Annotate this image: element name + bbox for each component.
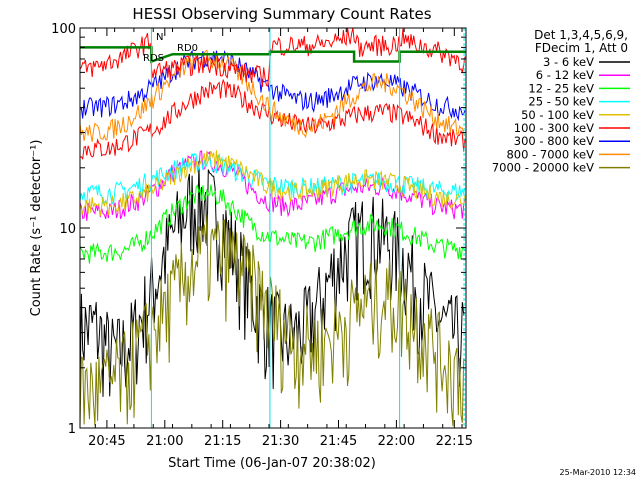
legend-label: 100 - 300 keV bbox=[514, 121, 594, 135]
series-line-7000-20000-kev bbox=[80, 214, 466, 427]
series-line-12-25-kev bbox=[80, 183, 466, 264]
x-axis-label: Start Time (06-Jan-07 20:38:02) bbox=[168, 456, 376, 471]
series-line-6-12-kev bbox=[80, 150, 466, 221]
footer-timestamp: 25-Mar-2010 12:34 bbox=[560, 468, 637, 477]
series-line-100-300-kev bbox=[80, 78, 466, 161]
annotation-n: N bbox=[156, 32, 163, 43]
y-tick-label: 100 bbox=[51, 22, 76, 37]
legend-label: 50 - 100 keV bbox=[521, 108, 594, 122]
legend-label: 6 - 12 keV bbox=[536, 68, 594, 82]
y-axis-label: Count Rate (s⁻¹ detector⁻¹) bbox=[29, 140, 44, 317]
series-line-50-100-kev bbox=[80, 150, 466, 217]
x-tick-label: 21:15 bbox=[204, 434, 241, 449]
x-tick-label: 21:30 bbox=[262, 434, 299, 449]
legend-label: 12 - 25 keV bbox=[528, 81, 594, 95]
x-tick-label: 21:00 bbox=[146, 434, 183, 449]
series-line-800-7000-kev bbox=[80, 49, 466, 142]
annotation-rd0: RD0 bbox=[177, 43, 198, 54]
legend-header-line-1: Det 1,3,4,5,6,9, bbox=[534, 28, 628, 42]
annotation-rds: RDS bbox=[143, 53, 164, 64]
chart-title: HESSI Observing Summary Count Rates bbox=[132, 5, 431, 23]
legend-label: 7000 - 20000 keV bbox=[492, 161, 594, 175]
legend-label: 3 - 6 keV bbox=[543, 55, 594, 69]
legend-label: 300 - 800 keV bbox=[514, 134, 594, 148]
x-tick-label: 22:15 bbox=[436, 434, 473, 449]
series-line-300-800-kev bbox=[80, 49, 466, 122]
legend-header-line-2: FDecim 1, Att 0 bbox=[535, 41, 628, 55]
legend-label: 25 - 50 keV bbox=[528, 95, 594, 109]
y-tick-label: 10 bbox=[59, 222, 76, 237]
legend-label: 800 - 7000 keV bbox=[506, 147, 594, 161]
y-tick-label: 1 bbox=[68, 422, 76, 437]
x-tick-label: 22:00 bbox=[378, 434, 415, 449]
x-tick-label: 21:45 bbox=[320, 434, 357, 449]
x-tick-label: 20:45 bbox=[88, 434, 125, 449]
